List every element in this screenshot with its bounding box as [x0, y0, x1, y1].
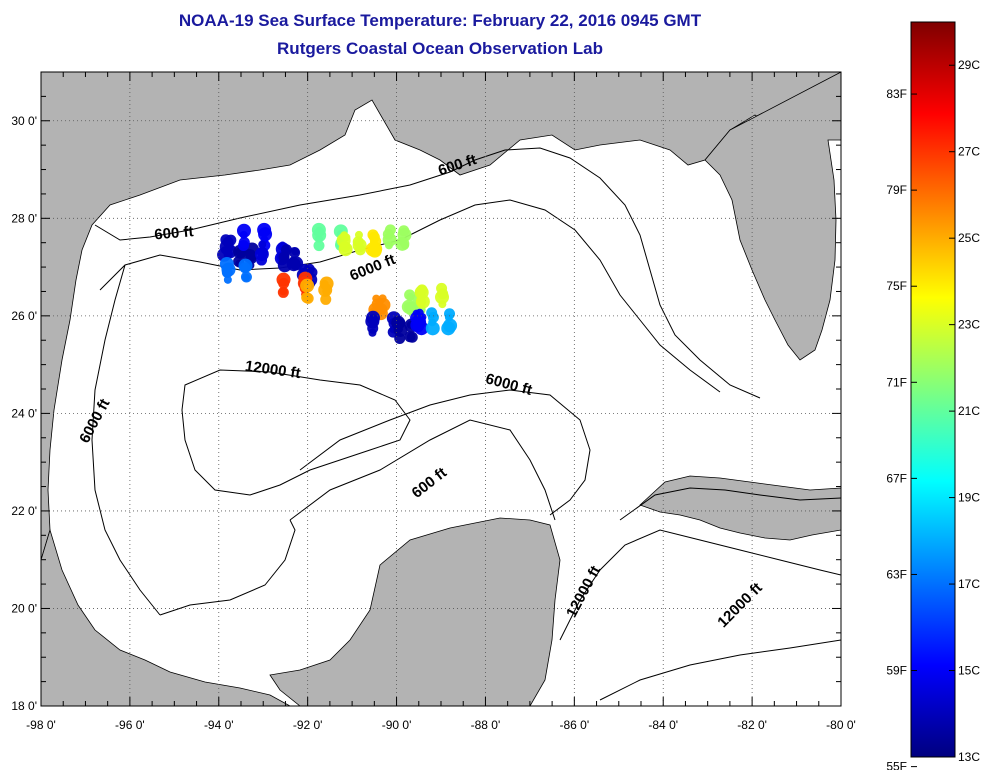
sst-patch: [410, 308, 429, 336]
lon-tick-label: -82 0': [737, 718, 767, 732]
sst-patch: [236, 222, 273, 252]
map-title: NOAA-19 Sea Surface Temperature: Februar…: [178, 11, 702, 30]
lon-tick-label: -98 0': [26, 718, 56, 732]
celsius-tick-label: 29C: [958, 58, 980, 72]
land-mexico-west: [41, 528, 291, 706]
lat-tick-label: 28 0': [11, 211, 37, 225]
celsius-tick-label: 15C: [958, 664, 980, 678]
sst-patch: [336, 230, 367, 257]
lat-tick-label: 22 0': [11, 504, 37, 518]
sst-patch: [300, 276, 334, 305]
celsius-tick-label: 23C: [958, 318, 980, 332]
fahrenheit-tick-label: 71F: [886, 375, 907, 389]
fahrenheit-tick-label: 75F: [886, 279, 907, 293]
sst-patch: [365, 229, 383, 258]
colorbar-ticks: 13C 15C 17C 19C 21C 23C 25C 27C 29C 55F 59F 63F 67F 7…: [886, 58, 980, 770]
colorbar-gradient: [910, 21, 956, 758]
lon-tick-label: -84 0': [648, 718, 678, 732]
sst-observation-layer: [217, 222, 458, 344]
land-florida: [704, 72, 841, 361]
fahrenheit-tick-label: 55F: [886, 760, 907, 770]
lon-tick-label: -80 0': [826, 718, 856, 732]
sst-patch: [414, 282, 450, 309]
contour-12000ft-caribbean-south: [599, 639, 841, 701]
celsius-tick-label: 19C: [958, 491, 980, 505]
contour-600ft-yucatan: [289, 419, 556, 521]
celsius-tick-label: 27C: [958, 145, 980, 159]
celsius-tick-label: 17C: [958, 577, 980, 591]
sst-patch: [382, 224, 412, 251]
contour-6000ft-east: [299, 389, 591, 516]
lat-tick-label: 18 0': [11, 699, 37, 713]
land-cuba: [639, 475, 841, 541]
fahrenheit-tick-label: 83F: [886, 87, 907, 101]
fahrenheit-tick-label: 63F: [886, 567, 907, 581]
contour-label: 600 ft: [154, 223, 195, 243]
sst-patch: [368, 294, 391, 321]
graticule: [41, 72, 841, 706]
celsius-tick-label: 21C: [958, 404, 980, 418]
sst-patch: [425, 307, 458, 336]
temperature-colorbar: 13C 15C 17C 19C 21C 23C 25C 27C 29C 55F 59F 63F 67F 7…: [886, 21, 980, 770]
map-axis-ticks: -98 0' -96 0' -94 0' -92 0' -90 0' -88 0' -86 …: [11, 71, 856, 732]
lon-tick-label: -94 0': [204, 718, 234, 732]
lat-tick-label: 24 0': [11, 406, 37, 420]
lon-tick-label: -86 0': [560, 718, 590, 732]
lon-tick-label: -90 0': [382, 718, 412, 732]
contour-6000ft-north: [99, 199, 721, 393]
map-subtitle: Rutgers Coastal Ocean Observation Lab: [277, 39, 603, 58]
celsius-tick-label: 25C: [958, 231, 980, 245]
lon-tick-label: -88 0': [471, 718, 501, 732]
sst-patch: [217, 234, 237, 262]
fahrenheit-tick-label: 67F: [886, 471, 907, 485]
sst-patch: [277, 244, 304, 273]
fahrenheit-tick-label: 59F: [886, 664, 907, 678]
lon-tick-label: -92 0': [293, 718, 323, 732]
contour-600ft-campeche: [159, 519, 296, 616]
celsius-tick-label: 13C: [958, 750, 980, 764]
lon-tick-label: -96 0': [115, 718, 145, 732]
contour-12000ft: [181, 369, 411, 496]
contour-6000ft-west: [91, 264, 161, 616]
land-yucatan: [269, 517, 841, 706]
lat-tick-label: 30 0': [11, 114, 37, 128]
lat-tick-label: 26 0': [11, 309, 37, 323]
contour-600ft-north-shelf: [94, 147, 761, 399]
contour-cuba-shelf: [619, 487, 841, 521]
fahrenheit-tick-label: 79F: [886, 183, 907, 197]
sst-patch: [219, 256, 253, 284]
contour-12000ft-caribbean: [559, 529, 841, 641]
lat-tick-label: 20 0': [11, 601, 37, 615]
